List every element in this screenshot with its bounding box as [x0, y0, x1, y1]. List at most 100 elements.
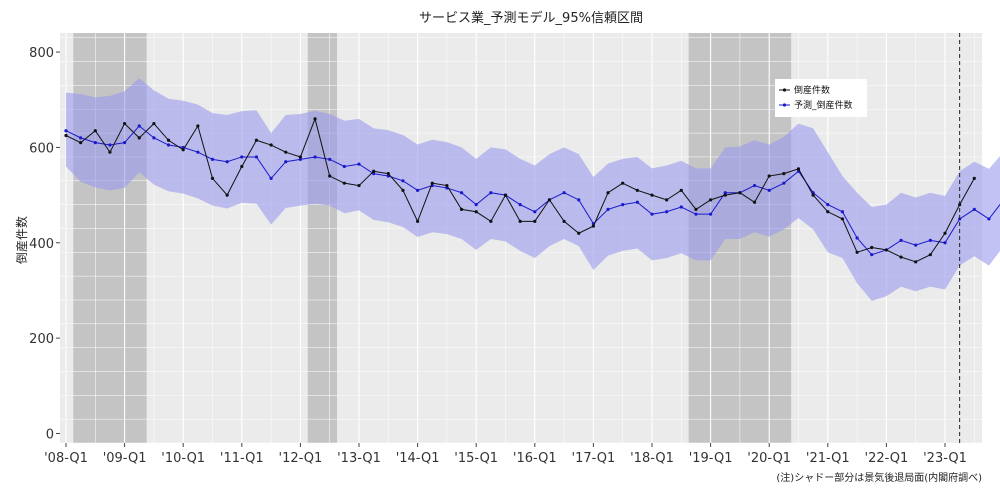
x-tick-label: '17-Q1 — [572, 451, 616, 466]
x-tick-label: '11-Q1 — [220, 451, 264, 466]
data-point-predicted — [210, 157, 215, 161]
shading-note: (注)シャドー部分は景気後退局面(内閣府調べ) — [776, 471, 982, 484]
legend-box — [775, 79, 867, 117]
x-tick-label: '14-Q1 — [396, 451, 440, 466]
data-point-actual — [972, 176, 976, 181]
data-point-actual — [709, 198, 713, 202]
data-point-actual — [635, 188, 639, 192]
x-tick-label: '18-Q1 — [630, 451, 674, 466]
data-point-actual — [342, 181, 346, 185]
legend-label-actual: 倒産件数 — [794, 84, 830, 96]
data-point-actual — [694, 207, 698, 211]
data-point-actual — [723, 193, 727, 197]
x-tick-label: '20-Q1 — [747, 451, 791, 466]
data-point-predicted — [606, 207, 610, 211]
data-point-actual — [606, 191, 610, 195]
data-point-predicted — [196, 150, 200, 154]
x-tick-label: '21-Q1 — [806, 451, 850, 466]
data-point-actual — [372, 169, 376, 173]
data-point-predicted — [284, 160, 288, 164]
data-point-predicted — [562, 191, 566, 195]
data-point-predicted — [313, 155, 317, 159]
data-point-predicted — [269, 176, 273, 181]
data-point-actual — [123, 121, 127, 126]
recession-band-2 — [307, 33, 338, 443]
data-point-predicted — [93, 141, 97, 145]
data-point-actual — [577, 231, 581, 235]
data-point-actual — [870, 245, 874, 250]
data-point-predicted — [782, 181, 786, 185]
data-point-actual — [108, 150, 112, 154]
data-point-predicted — [723, 191, 727, 195]
data-point-predicted — [914, 243, 918, 247]
data-point-predicted — [826, 203, 830, 207]
data-point-predicted — [694, 212, 698, 216]
data-point-predicted — [459, 191, 464, 195]
data-point-actual — [328, 174, 332, 178]
legend-marker-actual — [782, 88, 787, 92]
data-point-actual — [459, 207, 464, 211]
data-point-actual — [64, 133, 68, 138]
data-point-actual — [899, 255, 903, 259]
data-point-predicted — [987, 217, 991, 221]
data-point-actual — [445, 183, 449, 188]
data-point-predicted — [899, 238, 903, 242]
y-axis-label: 倒産件数 — [14, 216, 29, 264]
data-point-actual — [518, 219, 522, 223]
data-point-actual — [650, 193, 654, 197]
data-point-actual — [811, 193, 815, 197]
data-point-actual — [210, 176, 215, 181]
data-point-predicted — [357, 162, 361, 166]
data-point-predicted — [137, 124, 141, 128]
data-point-predicted — [665, 210, 669, 214]
x-tick-label: '22-Q1 — [865, 451, 909, 466]
data-point-predicted — [401, 179, 405, 183]
series-lines — [64, 117, 1000, 264]
data-point-actual — [166, 138, 171, 142]
data-point-actual — [782, 172, 786, 176]
data-point-predicted — [298, 157, 302, 161]
y-tick-label: 800 — [29, 46, 54, 61]
confidence-band-area — [66, 78, 1000, 301]
y-axis-ticks: 0 200 400 600 800 — [29, 46, 60, 442]
data-point-actual — [562, 219, 566, 223]
data-point-actual — [914, 260, 918, 264]
data-point-predicted — [372, 172, 376, 176]
data-point-actual — [855, 250, 859, 254]
data-point-actual — [767, 174, 771, 178]
x-tick-label: '09-Q1 — [103, 451, 147, 466]
data-point-predicted — [123, 141, 127, 145]
legend-label-predicted: 予測_倒産件数 — [794, 99, 853, 111]
data-point-actual — [474, 210, 478, 214]
data-point-actual — [591, 224, 596, 228]
data-point-predicted — [928, 238, 932, 242]
x-tick-label: '13-Q1 — [337, 451, 381, 466]
data-point-actual — [928, 253, 932, 257]
data-point-actual — [181, 148, 185, 152]
data-point-predicted — [752, 183, 757, 188]
data-point-predicted — [64, 129, 68, 133]
confidence-band — [66, 78, 1000, 301]
data-point-actual — [196, 124, 200, 128]
data-point-predicted — [328, 157, 332, 161]
data-point-actual — [416, 219, 420, 223]
data-point-actual — [79, 141, 83, 145]
data-point-predicted — [474, 203, 478, 207]
data-point-actual — [357, 183, 361, 188]
data-point-predicted — [79, 136, 83, 140]
data-point-actual — [386, 172, 390, 176]
data-point-actual — [621, 181, 625, 185]
data-point-actual — [152, 121, 156, 126]
y-tick-label: 200 — [29, 332, 54, 347]
data-point-predicted — [489, 191, 493, 195]
x-tick-label: '08-Q1 — [44, 451, 88, 466]
data-point-predicted — [416, 188, 420, 192]
data-point-predicted — [679, 205, 683, 209]
data-point-actual — [269, 143, 273, 147]
data-point-predicted — [870, 253, 874, 257]
data-point-actual — [533, 219, 537, 223]
data-point-predicted — [254, 155, 259, 159]
data-point-predicted — [518, 203, 522, 207]
data-point-predicted — [225, 160, 229, 164]
